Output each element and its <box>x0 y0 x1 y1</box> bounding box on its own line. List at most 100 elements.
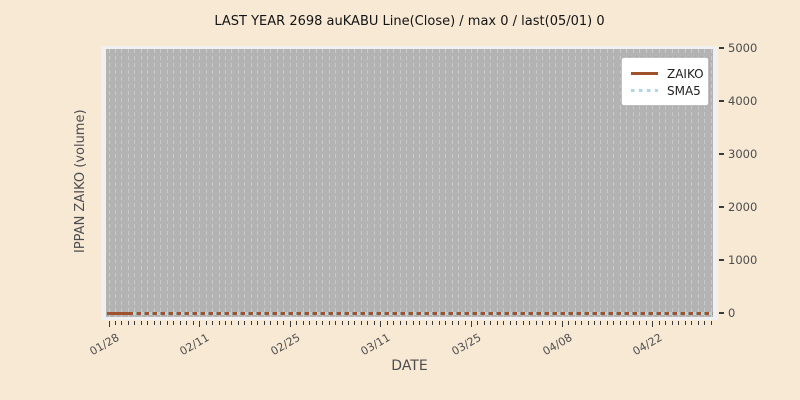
x-minor-tick-mark <box>632 321 634 325</box>
gridline-day <box>535 49 537 317</box>
x-minor-tick-mark <box>218 321 220 325</box>
x-minor-tick-mark <box>412 321 414 325</box>
legend-items: ZAIKO SMA5 <box>631 65 704 99</box>
gridline-day <box>250 49 252 317</box>
gridline-day <box>412 49 414 317</box>
x-minor-tick-mark <box>458 321 460 325</box>
gridline-day <box>606 49 608 317</box>
chart-title: LAST YEAR 2698 auKABU Line(Close) / max … <box>214 14 605 29</box>
x-minor-tick-mark <box>626 321 628 325</box>
gridline-day <box>470 49 472 317</box>
x-minor-tick-mark <box>451 321 453 325</box>
gridline-day <box>380 49 382 317</box>
gridline-day <box>335 49 337 317</box>
gridline-day <box>581 49 583 317</box>
x-minor-tick-mark <box>360 321 362 325</box>
x-minor-tick-mark <box>555 321 557 325</box>
x-minor-tick-mark <box>490 321 492 325</box>
gridline-day <box>490 49 492 317</box>
y-tick-mark <box>719 312 724 314</box>
gridline-day <box>671 49 673 317</box>
x-minor-tick-mark <box>639 321 641 325</box>
gridline-day <box>348 49 349 317</box>
x-tick-label: 03/11 <box>358 331 393 359</box>
x-minor-tick-mark <box>166 321 168 325</box>
x-tick-label: 04/08 <box>540 331 575 359</box>
y-tick-mark <box>719 100 724 102</box>
x-minor-tick-mark <box>568 321 570 325</box>
gridline-day <box>678 49 680 317</box>
gridline-day <box>445 49 447 317</box>
gridline-day <box>302 49 304 317</box>
x-minor-tick-mark <box>250 321 252 325</box>
gridline-day <box>134 49 136 317</box>
x-minor-tick-mark <box>335 321 337 325</box>
gridline-day <box>199 49 201 317</box>
gridline-day <box>225 49 227 317</box>
x-minor-tick-mark <box>581 321 583 325</box>
gridline-day <box>496 49 498 317</box>
gridline-day <box>458 49 460 317</box>
gridline-day <box>691 49 693 317</box>
plot-panel <box>106 49 713 317</box>
gridline-day <box>438 49 440 317</box>
x-minor-tick-mark <box>432 321 434 325</box>
x-minor-tick-mark <box>710 321 712 325</box>
gridline-day <box>399 49 401 317</box>
x-minor-tick-mark <box>231 321 233 325</box>
gridline-day <box>166 49 168 317</box>
gridline-day <box>464 49 466 317</box>
x-minor-tick-mark <box>697 321 699 325</box>
x-tick-label: 01/28 <box>87 331 121 359</box>
x-tick-label: 02/11 <box>177 331 212 359</box>
x-minor-tick-mark <box>658 321 660 325</box>
x-minor-tick-mark <box>587 321 589 325</box>
gridline-day <box>296 49 298 317</box>
y-tick-label: 5000 <box>728 41 758 55</box>
plot-area: ZAIKO SMA5 <box>101 46 718 320</box>
gridline-day <box>360 49 362 317</box>
x-minor-tick-mark <box>399 321 401 325</box>
x-minor-tick-mark <box>322 321 324 325</box>
gridline-day <box>425 49 427 317</box>
gridline-day <box>244 49 246 317</box>
gridline-day <box>574 49 576 317</box>
gridline-day <box>626 49 628 317</box>
x-minor-tick-mark <box>503 321 505 325</box>
x-minor-tick-mark <box>296 321 298 325</box>
x-minor-tick-mark <box>522 321 524 325</box>
x-major-tick-mark <box>561 321 563 327</box>
x-minor-tick-mark <box>309 321 311 325</box>
x-tick-label: 04/22 <box>630 331 665 359</box>
x-minor-tick-mark <box>134 321 136 325</box>
x-minor-tick-mark <box>419 321 421 325</box>
gridline-day <box>522 49 524 317</box>
gridline-day <box>283 49 285 317</box>
gridline-day <box>432 49 434 317</box>
gridline-day <box>147 49 149 317</box>
y-tick-mark <box>719 153 724 155</box>
x-minor-tick-mark <box>270 321 272 325</box>
x-minor-tick-mark <box>438 321 440 325</box>
x-minor-tick-mark <box>548 321 550 325</box>
x-minor-tick-mark <box>367 321 369 325</box>
gridline-day <box>516 49 518 317</box>
legend: ZAIKO SMA5 <box>621 57 709 106</box>
x-minor-tick-mark <box>192 321 194 325</box>
gridline-day <box>108 49 110 317</box>
x-minor-tick-mark <box>406 321 408 325</box>
x-minor-tick-mark <box>283 321 285 325</box>
x-minor-tick-mark <box>348 321 349 325</box>
x-minor-tick-mark <box>691 321 693 325</box>
gridline-day <box>121 49 123 317</box>
gridline-day <box>509 49 511 317</box>
gridline-day <box>632 49 634 317</box>
x-minor-tick-mark <box>263 321 265 325</box>
x-major-tick-mark <box>289 321 291 327</box>
gridline-day <box>613 49 615 317</box>
x-tick-label: 03/25 <box>449 331 484 359</box>
gridline-day <box>451 49 453 317</box>
x-minor-tick-mark <box>225 321 227 325</box>
gridline-day <box>309 49 311 317</box>
gridline-day <box>328 49 330 317</box>
